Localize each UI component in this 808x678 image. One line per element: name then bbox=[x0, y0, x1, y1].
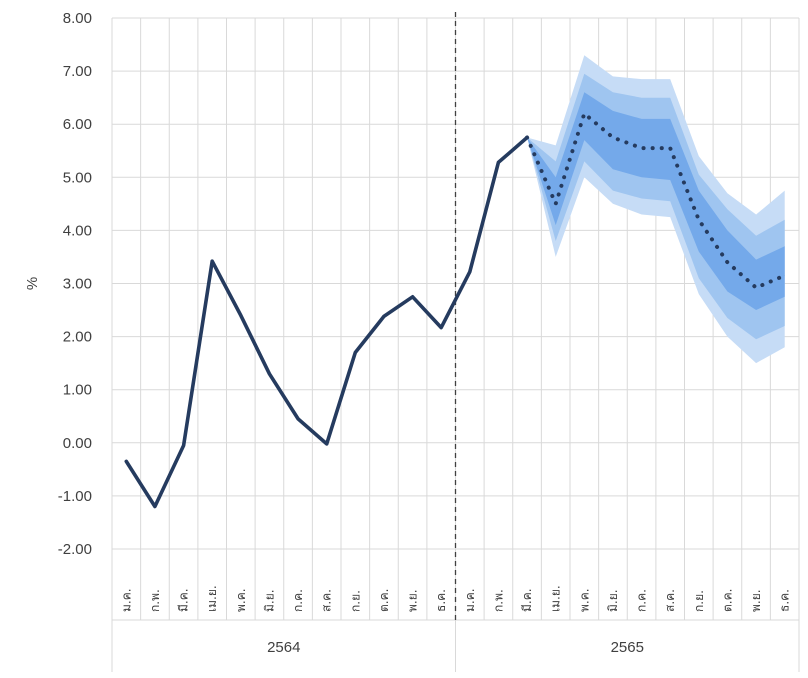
x-tick-label: พ.ย. bbox=[406, 589, 420, 612]
y-tick-label: 8.00 bbox=[63, 10, 92, 27]
forecast-median-line bbox=[525, 110, 787, 291]
y-tick-label: 0.00 bbox=[63, 435, 92, 452]
y-tick-label: 3.00 bbox=[63, 276, 92, 293]
y-tick-label: -1.00 bbox=[58, 488, 92, 505]
x-tick-label: ส.ค. bbox=[663, 589, 677, 612]
y-axis-title: % bbox=[24, 277, 41, 290]
x-tick-label: ม.ค. bbox=[463, 588, 477, 612]
x-tick-label: ก.ย. bbox=[348, 590, 362, 612]
forecast-band-3 bbox=[527, 92, 785, 310]
x-tick-label: ก.พ. bbox=[491, 589, 505, 612]
y-tick-label: 6.00 bbox=[63, 116, 92, 133]
x-tick-label: มี.ค. bbox=[177, 588, 191, 612]
x-tick-label: พ.ค. bbox=[577, 588, 591, 612]
y-tick-label: 5.00 bbox=[63, 169, 92, 186]
x-tick-label: เม.ย. bbox=[205, 585, 219, 612]
series-layer bbox=[124, 110, 787, 509]
x-tick-label: ต.ค. bbox=[377, 589, 391, 612]
x-tick-label: ต.ค. bbox=[720, 589, 734, 612]
x-tick-label: ก.ค. bbox=[291, 589, 305, 612]
axis-labels: 8.00 7.00 6.00 5.00 4.00 3.00 2.00 1.00 0.00 -1.0… bbox=[24, 10, 792, 656]
x-tick-label: มิ.ย. bbox=[606, 589, 620, 612]
forecast-bands bbox=[527, 55, 785, 364]
x-tick-label: ส.ค. bbox=[320, 589, 334, 612]
x-tick-label: พ.ย. bbox=[749, 589, 763, 612]
y-tick-label: 7.00 bbox=[63, 63, 92, 80]
x-tick-label: มิ.ย. bbox=[262, 589, 276, 612]
x-tick-label: ธ.ค. bbox=[778, 589, 792, 612]
year-label: 2565 bbox=[611, 639, 644, 656]
year-label: 2564 bbox=[267, 639, 300, 656]
x-tick-label: เม.ย. bbox=[549, 585, 563, 612]
grid-layer bbox=[111, 12, 800, 672]
x-tick-label: พ.ค. bbox=[234, 588, 248, 612]
x-tick-label: ก.ค. bbox=[635, 589, 649, 612]
y-tick-label: 4.00 bbox=[63, 222, 92, 239]
x-tick-label: ม.ค. bbox=[119, 588, 133, 612]
x-tick-label: ก.ย. bbox=[692, 590, 706, 612]
x-tick-label: มี.ค. bbox=[520, 588, 534, 612]
actual-line bbox=[124, 135, 529, 509]
x-tick-label: ธ.ค. bbox=[434, 589, 448, 612]
x-tick-label: ก.พ. bbox=[148, 589, 162, 612]
y-tick-label: 2.00 bbox=[63, 329, 92, 346]
y-tick-label: 1.00 bbox=[63, 382, 92, 399]
y-tick-label: -2.00 bbox=[58, 541, 92, 558]
